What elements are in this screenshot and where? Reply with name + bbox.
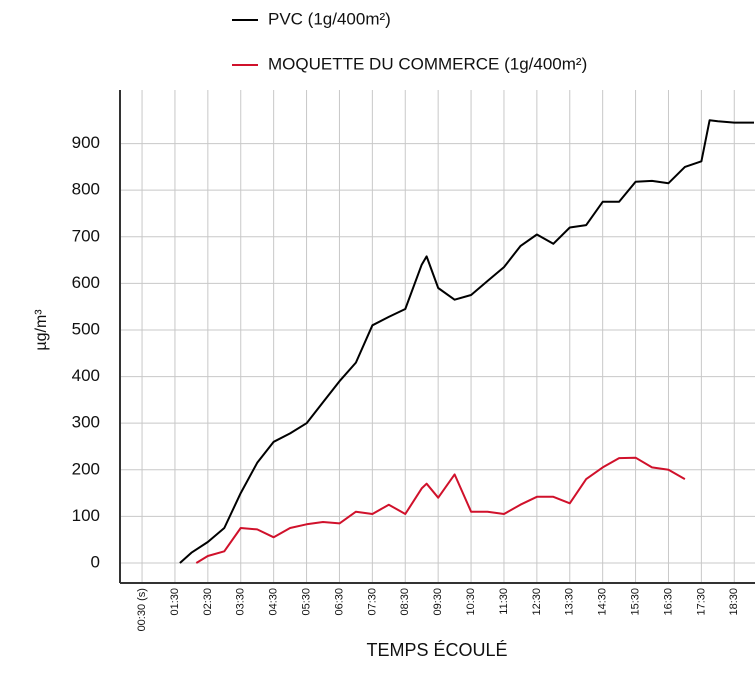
x-tick-label: 11:30: [498, 588, 510, 615]
y-tick-label: 500: [72, 319, 100, 338]
y-tick-label: 100: [72, 506, 100, 525]
x-tick-label: 08:30: [399, 588, 411, 616]
x-tick-label: 10:30: [465, 588, 477, 616]
y-tick-label: 600: [72, 273, 100, 292]
y-tick-label: 0: [91, 552, 100, 571]
x-tick-label: 07:30: [366, 588, 378, 616]
y-axis-label: µg/m³: [33, 309, 50, 351]
x-tick-label: 16:30: [662, 588, 674, 616]
x-tick-label: 09:30: [432, 588, 444, 616]
y-tick-label: 800: [72, 180, 100, 199]
x-tick-label: 17:30: [695, 588, 707, 616]
x-tick-label: 00:30 (s): [136, 588, 148, 631]
legend-label: MOQUETTE DU COMMERCE (1g/400m²): [268, 54, 587, 73]
x-tick-label: 14:30: [597, 588, 609, 616]
x-axis-label: TEMPS ÉCOULÉ: [366, 640, 507, 660]
x-tick-label: 04:30: [268, 588, 280, 616]
x-tick-label: 03:30: [235, 588, 247, 616]
y-tick-label: 400: [72, 366, 100, 385]
x-tick-label: 02:30: [202, 588, 214, 616]
y-tick-label: 700: [72, 226, 100, 245]
data-line: [179, 119, 754, 564]
y-tick-label: 900: [72, 133, 100, 152]
x-tick-label: 05:30: [300, 588, 312, 616]
legend-label: PVC (1g/400m²): [268, 9, 391, 28]
data-line: [195, 456, 686, 564]
x-tick-label: 13:30: [564, 588, 576, 616]
x-tick-label: 18:30: [728, 588, 740, 616]
y-tick-label: 300: [72, 413, 100, 432]
x-tick-label: 15:30: [629, 588, 641, 616]
x-tick-label: 12:30: [531, 588, 543, 616]
y-tick-label: 200: [72, 459, 100, 478]
x-tick-label: 06:30: [333, 588, 345, 616]
x-tick-label: 01:30: [169, 588, 181, 616]
